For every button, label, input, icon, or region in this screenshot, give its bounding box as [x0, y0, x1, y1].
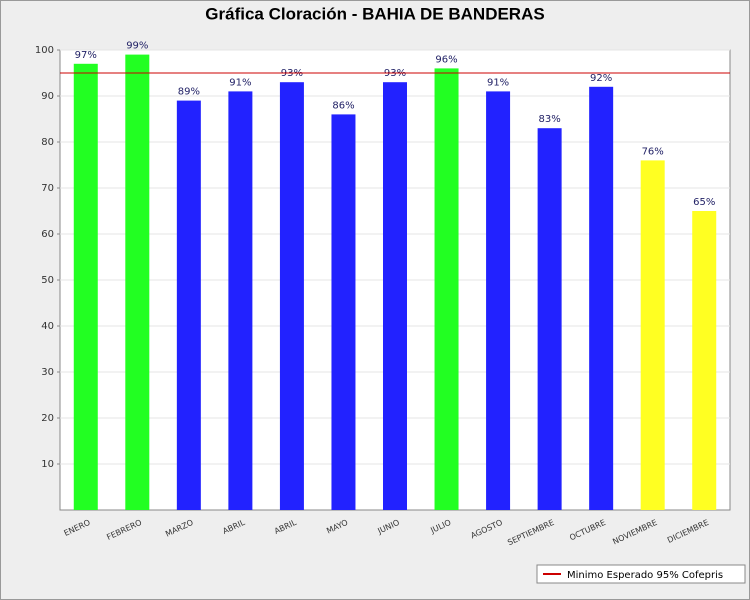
bar: [486, 91, 511, 511]
y-tick-label: 40: [41, 321, 54, 332]
y-tick-label: 100: [35, 45, 54, 56]
bar: [331, 114, 356, 511]
data-label: 96%: [435, 54, 457, 65]
chart-title: Gráfica Cloración - BAHIA DE BANDERAS: [205, 4, 544, 23]
data-label: 93%: [384, 68, 406, 79]
data-label: 65%: [693, 197, 715, 208]
data-label: 76%: [642, 146, 664, 157]
y-tick-label: 30: [41, 367, 54, 378]
bar: [125, 54, 150, 510]
bar: [383, 82, 407, 510]
y-tick-label: 50: [41, 275, 54, 286]
bar: [434, 68, 459, 511]
bar: [589, 86, 614, 511]
data-label: 93%: [281, 68, 303, 79]
bar: [176, 100, 201, 510]
data-label: 92%: [590, 73, 612, 84]
data-label: 86%: [332, 100, 354, 111]
y-tick-label: 20: [41, 413, 54, 424]
bar: [279, 82, 304, 510]
data-label: 97%: [75, 50, 97, 61]
bar: [73, 63, 98, 511]
y-tick-label: 70: [41, 183, 54, 194]
bar: [228, 91, 253, 511]
y-tick-label: 60: [41, 229, 54, 240]
bar: [537, 128, 562, 510]
y-tick-label: 90: [41, 91, 54, 102]
y-tick-label: 10: [41, 459, 54, 470]
bar: [692, 211, 717, 510]
legend-label: Minimo Esperado 95% Cofepris: [567, 570, 723, 581]
data-label: 89%: [178, 87, 200, 98]
bar: [640, 160, 665, 510]
data-label: 91%: [229, 77, 251, 88]
y-tick-label: 80: [41, 137, 54, 148]
legend-box: [536, 564, 746, 584]
data-label: 99%: [126, 41, 148, 52]
data-label: 91%: [487, 77, 509, 88]
data-label: 83%: [538, 114, 560, 125]
